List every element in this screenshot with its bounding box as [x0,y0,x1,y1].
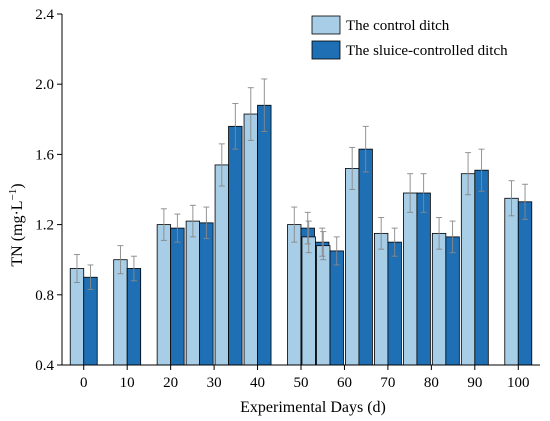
bar-sluice [257,104,272,366]
legend-swatch-sluice [311,40,341,60]
error-bar [508,180,515,217]
error-bar [333,236,340,266]
bar-control [156,224,172,366]
error-bar [73,253,80,283]
bar-control [113,259,128,366]
y-tick-label: 1.2 [35,218,54,234]
error-bar [305,220,312,254]
bar-sluice [126,268,142,366]
y-axis-label: TN (mg·L−1) [7,183,26,266]
y-tick-label: 0.4 [35,358,54,374]
error-bar [522,183,529,220]
bar-sluice [358,148,373,366]
error-bar [378,217,385,250]
x-tick-label: 50 [294,375,309,391]
error-bar [304,211,311,245]
y-axis-label-close: ) [9,183,26,188]
error-bar [436,217,443,250]
bar-sluice [83,276,98,366]
x-tick-label: 20 [163,375,178,391]
x-tick-label: 10 [120,375,135,391]
error-bar [320,231,327,261]
y-ticks: 0.4 0.8 1.2 1.6 2.0 2.4 [35,7,62,374]
legend-label-sluice: The sluice-controlled ditch [346,43,508,59]
error-bar [349,146,356,190]
bar-control [431,232,447,366]
bar-sluice [445,236,460,366]
bar-control [460,173,476,366]
bar-sluice [199,222,214,366]
error-bar [87,264,94,290]
error-bar [465,152,472,196]
y-axis-label-sup: −1 [7,189,19,201]
x-tick-label: 80 [424,375,439,391]
error-bar [174,213,181,243]
error-bar [391,227,398,257]
error-bar [218,143,225,187]
x-tick-label: 0 [80,375,88,391]
legend: The control ditch The sluice-controlled … [311,15,508,60]
y-axis-label-main: TN (mg·L [9,200,26,266]
bar-control [374,232,389,366]
error-bar [232,103,239,150]
x-axis-label: Experimental Days (d) [240,399,386,416]
x-tick-label: 40 [250,375,265,391]
error-bar [420,173,427,213]
legend-label-control: The control ditch [346,18,450,34]
error-bars-layer [73,78,529,290]
x-ticks: 0 10 20 30 40 50 60 70 80 90 100 [80,365,530,391]
x-tick-label: 100 [507,375,530,391]
bar-sluice [474,169,489,366]
error-bar [117,245,124,275]
legend-swatch-control [311,15,341,35]
error-bar [478,148,485,192]
bar-sluice [387,241,402,366]
bar-control [185,220,201,366]
error-bar [362,125,369,173]
bar-control [243,113,258,366]
y-tick-label: 2.4 [35,7,54,23]
bar-control [504,197,519,366]
bar-control [345,168,360,366]
x-tick-label: 70 [380,375,395,391]
bar-sluice [228,125,243,366]
x-tick-label: 60 [337,375,352,391]
error-bar [247,87,254,141]
bar-control [214,164,229,366]
y-tick-label: 2.0 [35,77,54,93]
error-bar [189,204,196,238]
error-bar [203,206,210,240]
error-bar [160,208,167,241]
bar-sluice [517,201,533,366]
bar-control [316,245,331,366]
error-bar [291,206,298,243]
bar-control [301,236,316,366]
bars-layer [69,104,533,366]
bar-control [402,192,418,366]
error-bar [407,173,414,213]
x-tick-label: 90 [467,375,482,391]
bar-sluice [416,192,431,366]
bar-sluice [329,250,344,366]
bar-control [287,224,302,366]
error-bar [130,255,137,282]
y-tick-label: 1.6 [35,147,54,163]
bar-sluice [170,227,185,366]
error-bar [449,220,456,254]
error-bar [261,78,268,133]
y-tick-label: 0.8 [35,288,54,304]
error-bar [319,227,326,257]
x-tick-label: 30 [207,375,222,391]
